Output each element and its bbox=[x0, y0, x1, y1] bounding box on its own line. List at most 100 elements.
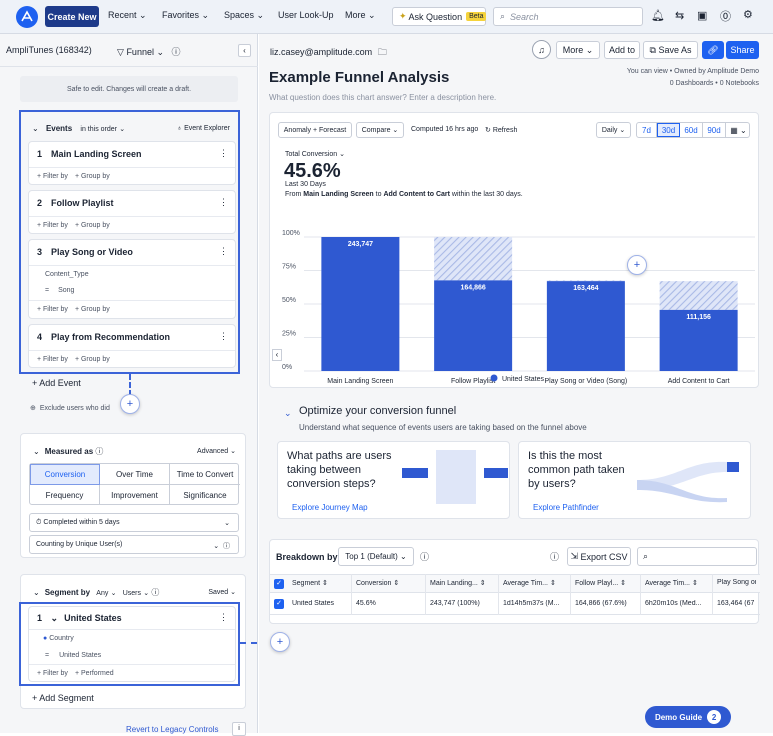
save-as-button[interactable]: ⧉ Save As bbox=[643, 41, 698, 59]
row-checkbox[interactable]: ✓ bbox=[274, 599, 284, 609]
breakdown-select[interactable]: Top 1 (Default) ⌄ bbox=[338, 547, 414, 566]
event-card-1[interactable]: 1 Main Landing Screen ⋮ + Filter by + Grou… bbox=[28, 141, 236, 185]
revert-legacy-link[interactable]: Revert to Legacy Controls bbox=[126, 725, 219, 734]
group-by-link[interactable]: + Group by bbox=[74, 356, 110, 363]
chart-type-selector[interactable]: ▽ Funnel ⌄ ⓘ bbox=[117, 47, 181, 57]
refresh-button[interactable]: ↻ Refresh bbox=[485, 126, 517, 134]
demo-guide-button[interactable]: Demo Guide 2 bbox=[645, 706, 731, 728]
journey-map-link[interactable]: Explore Journey Map bbox=[292, 503, 368, 512]
collapse-sidebar-button[interactable]: ‹ bbox=[238, 44, 251, 57]
advanced-dropdown[interactable]: Advanced ⌄ bbox=[197, 448, 236, 455]
share-button[interactable]: Share bbox=[726, 41, 759, 59]
settings-icon[interactable]: ⓘ bbox=[550, 552, 560, 562]
measure-conversion[interactable]: Conversion bbox=[30, 464, 100, 485]
description-input[interactable]: What question does this chart answer? En… bbox=[269, 93, 497, 102]
chart-scroll-left-button[interactable]: ‹ bbox=[272, 349, 282, 361]
export-csv-button[interactable]: ⇲ Export CSV bbox=[567, 547, 631, 566]
users-select[interactable]: Users bbox=[122, 590, 141, 597]
property-name[interactable]: Content_Type bbox=[45, 271, 89, 278]
compare-button[interactable]: Compare ⌄ bbox=[356, 122, 404, 138]
select-all-checkbox[interactable]: ✓ bbox=[274, 579, 284, 589]
pathfinder-card[interactable]: Is this the most common path taken by us… bbox=[518, 441, 751, 519]
anomaly-forecast-button[interactable]: Anomaly + Forecast bbox=[278, 122, 352, 138]
event-card-2[interactable]: 2 Follow Playlist ⋮ + Filter by + Group by bbox=[28, 190, 236, 234]
counting-by-select[interactable]: Counting by Unique User(s) ⌄ ⓘ bbox=[29, 535, 239, 554]
chevron-down-icon[interactable]: ⌄ bbox=[32, 124, 39, 133]
column-header[interactable]: Conversion ⇕ bbox=[356, 580, 400, 587]
bell-icon[interactable]: 🔔︎ bbox=[651, 10, 665, 22]
filter-by-link[interactable]: + Filter by bbox=[37, 670, 68, 677]
performed-link[interactable]: + Performed bbox=[74, 670, 114, 677]
segment-property[interactable]: ● Country bbox=[43, 635, 74, 642]
page-title[interactable]: Example Funnel Analysis bbox=[269, 69, 450, 86]
event-card-3[interactable]: 3 Play Song or Video ⋮ Content_Type = Song… bbox=[28, 239, 236, 319]
range-30d[interactable]: 30d bbox=[657, 123, 680, 137]
column-header[interactable]: Play Song or bbox=[717, 579, 756, 586]
nav-recent[interactable]: Recent ⌄ bbox=[108, 10, 147, 21]
add-event-button[interactable]: + Add Event bbox=[32, 378, 81, 388]
column-header[interactable]: Segment ⇕ bbox=[292, 580, 328, 587]
kebab-menu-icon[interactable]: ⋮ bbox=[219, 246, 228, 256]
column-header[interactable]: Main Landing... ⇕ bbox=[430, 580, 486, 587]
measure-time-to-convert[interactable]: Time to Convert bbox=[170, 464, 240, 485]
measure-frequency[interactable]: Frequency bbox=[30, 485, 100, 505]
metric-select[interactable]: Total Conversion ⌄ bbox=[285, 151, 345, 158]
kebab-menu-icon[interactable]: ⋮ bbox=[219, 148, 228, 158]
kebab-menu-icon[interactable]: ⋮ bbox=[219, 612, 228, 622]
kebab-menu-icon[interactable]: ⋮ bbox=[219, 331, 228, 341]
saved-segments-dropdown[interactable]: Saved ⌄ bbox=[208, 589, 236, 596]
more-actions-button[interactable]: More ⌄ bbox=[556, 41, 600, 59]
filter-by-link[interactable]: + Filter by bbox=[37, 306, 68, 313]
order-select[interactable]: in this order bbox=[80, 126, 117, 133]
add-to-button[interactable]: Add to bbox=[604, 41, 640, 59]
add-segment-button[interactable]: + Add Segment bbox=[32, 693, 94, 703]
table-data-row[interactable] bbox=[270, 593, 760, 615]
filter-by-link[interactable]: + Filter by bbox=[37, 173, 68, 180]
segment-value[interactable]: = United States bbox=[45, 652, 101, 659]
group-by-link[interactable]: + Group by bbox=[74, 306, 110, 313]
revert-info-icon[interactable]: i bbox=[232, 722, 246, 736]
completed-within-select[interactable]: ⏱ Completed within 5 days ⌄ bbox=[29, 513, 239, 532]
nav-user-lookup[interactable]: User Look-Up bbox=[278, 10, 334, 20]
apps-icon[interactable]: ▣ bbox=[697, 10, 708, 22]
group-by-link[interactable]: + Group by bbox=[74, 222, 110, 229]
measure-significance[interactable]: Significance bbox=[183, 490, 227, 500]
range-7d[interactable]: 7d bbox=[637, 123, 657, 137]
range-60d[interactable]: 60d bbox=[680, 123, 703, 137]
nav-more[interactable]: More ⌄ bbox=[345, 10, 376, 21]
ask-question-button[interactable]: ✦ Ask Question Beta bbox=[392, 7, 487, 26]
filter-by-link[interactable]: + Filter by bbox=[37, 356, 68, 363]
measure-over-time[interactable]: Over Time bbox=[100, 464, 170, 485]
journey-map-card[interactable]: What paths are users taking between conv… bbox=[277, 441, 510, 519]
calendar-icon[interactable]: ▦ ⌄ bbox=[730, 125, 747, 135]
nav-spaces[interactable]: Spaces ⌄ bbox=[224, 10, 264, 21]
chevron-down-icon[interactable]: ⌄ bbox=[33, 447, 40, 456]
add-segment-step-button[interactable]: + bbox=[270, 632, 290, 652]
measure-improvement[interactable]: Improvement bbox=[100, 485, 170, 505]
add-step-button[interactable]: + bbox=[120, 394, 140, 414]
create-new-button[interactable]: Create New bbox=[45, 6, 99, 27]
settings-gear-icon[interactable]: ⚙ bbox=[743, 9, 753, 21]
column-header[interactable]: Follow Playl... ⇕ bbox=[575, 580, 626, 587]
filter-by-link[interactable]: + Filter by bbox=[37, 222, 68, 229]
search-box[interactable]: ⌕ Search bbox=[493, 7, 643, 26]
chevron-down-icon[interactable]: ⌄ bbox=[50, 613, 59, 623]
event-explorer-link[interactable]: ♁ Event Explorer bbox=[177, 125, 230, 132]
pathfinder-link[interactable]: Explore Pathfinder bbox=[533, 503, 599, 512]
copy-link-button[interactable]: 🔗︎ bbox=[702, 41, 724, 59]
exclude-users[interactable]: ⊕ Exclude users who did bbox=[30, 404, 110, 412]
table-search-input[interactable]: ⌕ bbox=[637, 547, 757, 566]
group-by-link[interactable]: + Group by bbox=[74, 173, 110, 180]
chevron-down-icon[interactable]: ⌄ bbox=[33, 588, 40, 597]
property-value[interactable]: = Song bbox=[45, 287, 74, 294]
optimize-chevron-icon[interactable]: ⌄ bbox=[284, 408, 292, 418]
amplitude-logo[interactable] bbox=[16, 6, 38, 28]
bell-outline-icon[interactable]: ♫ bbox=[532, 40, 551, 59]
interval-select[interactable]: Daily ⌄ bbox=[596, 122, 631, 138]
project-selector[interactable]: AmpliTunes (168342) bbox=[6, 45, 92, 55]
any-select[interactable]: Any bbox=[96, 590, 109, 597]
column-header[interactable]: Average Tim... ⇕ bbox=[503, 580, 556, 587]
help-icon[interactable]: ⓪ bbox=[720, 11, 731, 23]
folder-icon[interactable]: 🗀︎ bbox=[377, 47, 387, 57]
segment-card-1[interactable]: 1 ⌄ United States ⋮ ● Country = United Sta… bbox=[28, 606, 236, 682]
